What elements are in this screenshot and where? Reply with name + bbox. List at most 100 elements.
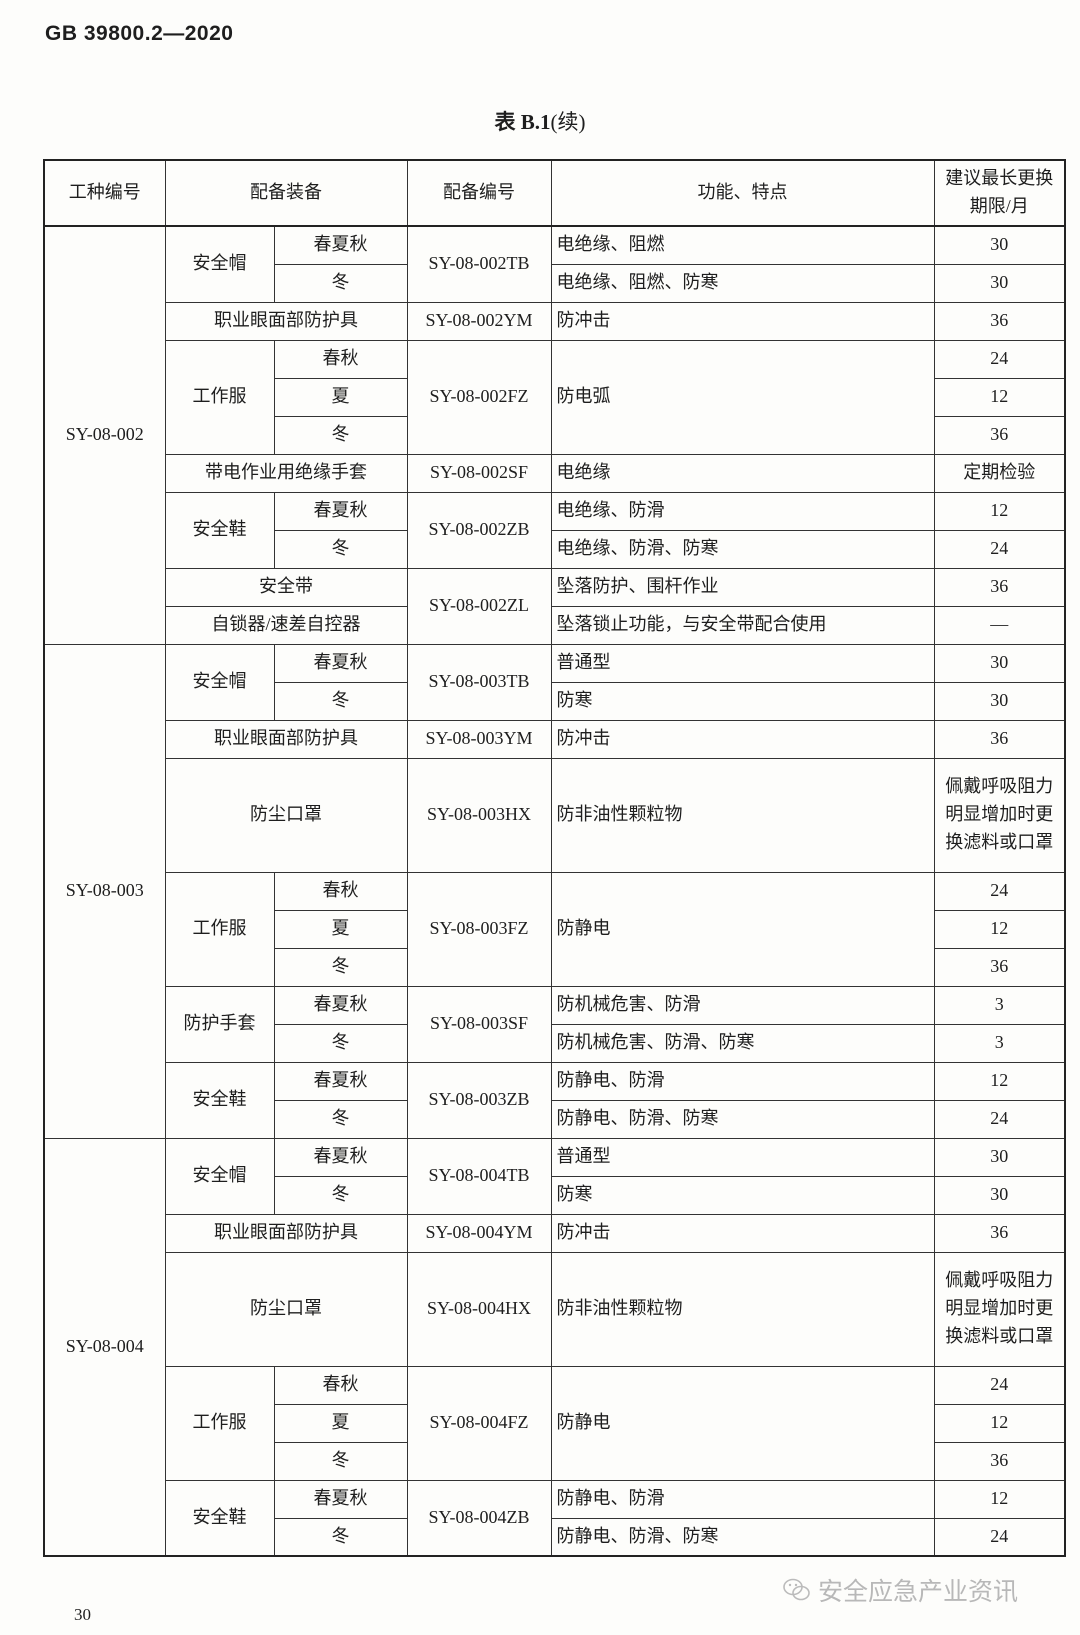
season: 冬 (273, 1517, 408, 1557)
season: 夏 (273, 1403, 408, 1443)
equipment-number: SY-08-002TB (406, 225, 552, 303)
job-code: SY-08-002 (43, 225, 166, 645)
job-code: SY-08-004 (43, 1137, 166, 1557)
function: 防冲击 (550, 719, 935, 759)
replacement-limit: 12 (933, 1479, 1066, 1519)
season: 春秋 (273, 1365, 408, 1405)
watermark: 安全应急产业资讯 (782, 1572, 1018, 1608)
function: 电绝缘、阻燃、防寒 (550, 263, 935, 303)
equipment-number: SY-08-002SF (406, 453, 552, 493)
table-row: 夏 12 (44, 377, 1066, 417)
function: 防冲击 (550, 1213, 935, 1253)
season: 春秋 (273, 339, 408, 379)
function: 防静电 (550, 1365, 935, 1481)
table-row: 防护手套 春夏秋 SY-08-003SF 防机械危害、防滑 3 (44, 985, 1066, 1063)
equipment-name: 防尘口罩 (164, 757, 408, 873)
replacement-limit: 24 (933, 1365, 1066, 1405)
job-code: SY-08-003 (43, 643, 166, 1139)
replacement-limit: 36 (933, 415, 1066, 455)
replacement-limit: 36 (933, 301, 1066, 341)
function: 电绝缘、防滑 (550, 491, 935, 531)
table-row: 工作服 春秋 SY-08-004FZ 防静电 24 (44, 1365, 1066, 1481)
equipment-number: SY-08-004YM (406, 1213, 552, 1253)
equipment-number: SY-08-002YM (406, 301, 552, 341)
replacement-limit: 30 (933, 263, 1066, 303)
function: 防寒 (550, 1175, 935, 1215)
table-row: SY-08-004 安全帽 春夏秋 SY-08-004TB 普通型 30 (43, 1137, 1066, 1557)
equipment-name: 工作服 (164, 871, 275, 987)
equipment-name: 安全帽 (164, 225, 275, 303)
table-row: 冬 防静电、防滑、防寒 24 (44, 1517, 1066, 1557)
header-equipment: 配备装备 (164, 159, 408, 227)
table-row: 工作服 春秋 SY-08-003FZ 防静电 24 (44, 871, 1066, 987)
table-row: 防尘口罩 SY-08-004HX 防非油性颗粒物 佩戴呼吸阻力明显增加时更换滤料或口罩 (44, 1251, 1066, 1367)
function: 防非油性颗粒物 (550, 1251, 935, 1367)
equipment-number: SY-08-003FZ (406, 871, 552, 987)
function: 防机械危害、防滑、防寒 (550, 1023, 935, 1063)
replacement-limit: 12 (933, 377, 1066, 417)
table-header-row: 工种编号 配备装备 配备编号 功能、特点 建议最长更换期限/月 (43, 159, 1066, 227)
equipment-name: 职业眼面部防护具 (164, 719, 408, 759)
table-row: 冬 36 (44, 947, 1066, 987)
season: 冬 (273, 1099, 408, 1139)
table-row: 安全带 SY-08-002ZL 坠落防护、围杆作业 36 (44, 567, 1066, 645)
replacement-limit: 3 (933, 985, 1066, 1025)
page-number: 30 (74, 1605, 91, 1624)
season: 春夏秋 (273, 643, 408, 683)
equipment-number: SY-08-003TB (406, 643, 552, 721)
equipment-name: 工作服 (164, 1365, 275, 1481)
function: 防非油性颗粒物 (550, 757, 935, 873)
replacement-limit: 30 (933, 643, 1066, 683)
table-row: 冬 36 (44, 415, 1066, 455)
function: 防机械危害、防滑 (550, 985, 935, 1025)
function: 普通型 (550, 643, 935, 683)
header-job-code: 工种编号 (43, 159, 166, 227)
table-row: 冬 电绝缘、阻燃、防寒 30 (44, 263, 1066, 303)
function: 防电弧 (550, 339, 935, 455)
equipment-name: 安全鞋 (164, 1479, 275, 1557)
replacement-limit: 12 (933, 491, 1066, 531)
function: 防静电、防滑、防寒 (550, 1517, 935, 1557)
replacement-limit: 定期检验 (933, 453, 1066, 493)
season: 春夏秋 (273, 985, 408, 1025)
table-row: 冬 防机械危害、防滑、防寒 3 (44, 1023, 1066, 1063)
equipment-name: 安全鞋 (164, 491, 275, 569)
equipment-number: SY-08-002FZ (406, 339, 552, 455)
equipment-number: SY-08-003SF (406, 985, 552, 1063)
function: 电绝缘、防滑、防寒 (550, 529, 935, 569)
function: 坠落锁止功能，与安全带配合使用 (550, 605, 935, 645)
season: 冬 (273, 1175, 408, 1215)
table-row: 冬 电绝缘、防滑、防寒 24 (44, 529, 1066, 569)
equipment-name: 安全帽 (164, 1137, 275, 1215)
equipment-name: 安全帽 (164, 643, 275, 721)
function: 防寒 (550, 681, 935, 721)
equipment-number: SY-08-004HX (406, 1251, 552, 1367)
season: 冬 (273, 681, 408, 721)
replacement-limit: 36 (933, 1213, 1066, 1253)
function: 防静电、防滑 (550, 1061, 935, 1101)
equipment-number: SY-08-003ZB (406, 1061, 552, 1139)
watermark-text: 安全应急产业资讯 (818, 1577, 1019, 1606)
equipment-name: 防尘口罩 (164, 1251, 408, 1367)
replacement-limit: 24 (933, 1517, 1066, 1557)
table-row: 工作服 春秋 SY-08-002FZ 防电弧 24 (44, 339, 1066, 455)
table-title-main: 表 B.1 (494, 110, 551, 134)
table-row: 安全鞋 春夏秋 SY-08-004ZB 防静电、防滑 12 (44, 1479, 1066, 1557)
table-row: 冬 36 (44, 1441, 1066, 1481)
table-row: SY-08-003 安全帽 春夏秋 SY-08-003TB 普通型 30 (43, 643, 1066, 1139)
replacement-limit: — (933, 605, 1066, 645)
function: 普通型 (550, 1137, 935, 1177)
equipment-number: SY-08-002ZB (406, 491, 552, 569)
equipment-name: 带电作业用绝缘手套 (164, 453, 408, 493)
equipment-number: SY-08-003YM (406, 719, 552, 759)
function: 电绝缘、阻燃 (550, 225, 935, 265)
season: 冬 (273, 947, 408, 987)
season: 春夏秋 (273, 225, 408, 265)
equipment-number: SY-08-004FZ (406, 1365, 552, 1481)
header-equipment-number: 配备编号 (406, 159, 552, 227)
replacement-limit: 36 (933, 1441, 1066, 1481)
equipment-number: SY-08-003HX (406, 757, 552, 873)
table-title-suffix: (续) (550, 110, 586, 134)
equipment-name: 自锁器/速差自控器 (164, 605, 408, 645)
replacement-limit: 30 (933, 225, 1066, 265)
